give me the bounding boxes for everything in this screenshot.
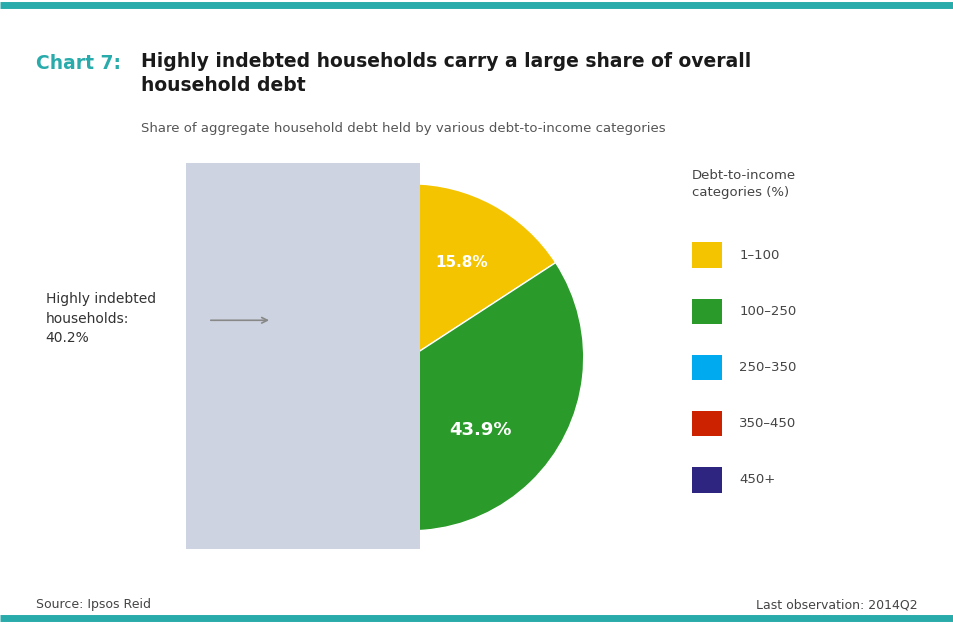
Text: 100–250: 100–250 bbox=[739, 305, 796, 318]
Text: Source: Ipsos Reid: Source: Ipsos Reid bbox=[36, 598, 152, 611]
Text: 350–450: 350–450 bbox=[739, 417, 796, 430]
Wedge shape bbox=[258, 214, 410, 357]
Text: Chart 7:: Chart 7: bbox=[36, 54, 121, 73]
Text: Highly indebted
households:
40.2%: Highly indebted households: 40.2% bbox=[46, 292, 155, 346]
Wedge shape bbox=[410, 184, 555, 357]
Wedge shape bbox=[313, 184, 410, 357]
Wedge shape bbox=[236, 273, 410, 499]
Text: Last observation: 2014Q2: Last observation: 2014Q2 bbox=[756, 598, 917, 611]
Text: Share of aggregate household debt held by various debt-to-income categories: Share of aggregate household debt held b… bbox=[141, 122, 665, 135]
Text: 23.3%: 23.3% bbox=[276, 373, 335, 390]
Text: Highly indebted households carry a large share of overall
household debt: Highly indebted households carry a large… bbox=[141, 52, 751, 95]
Text: 450+: 450+ bbox=[739, 473, 775, 486]
Text: 1–100: 1–100 bbox=[739, 249, 779, 262]
Wedge shape bbox=[310, 263, 583, 531]
Text: 7.4%: 7.4% bbox=[311, 278, 350, 292]
Text: 250–350: 250–350 bbox=[739, 361, 796, 374]
Text: 15.8%: 15.8% bbox=[435, 255, 487, 270]
Text: 9.5%: 9.5% bbox=[358, 248, 396, 262]
Text: Debt-to-income
categories (%): Debt-to-income categories (%) bbox=[691, 169, 795, 198]
Text: 43.9%: 43.9% bbox=[449, 420, 511, 438]
